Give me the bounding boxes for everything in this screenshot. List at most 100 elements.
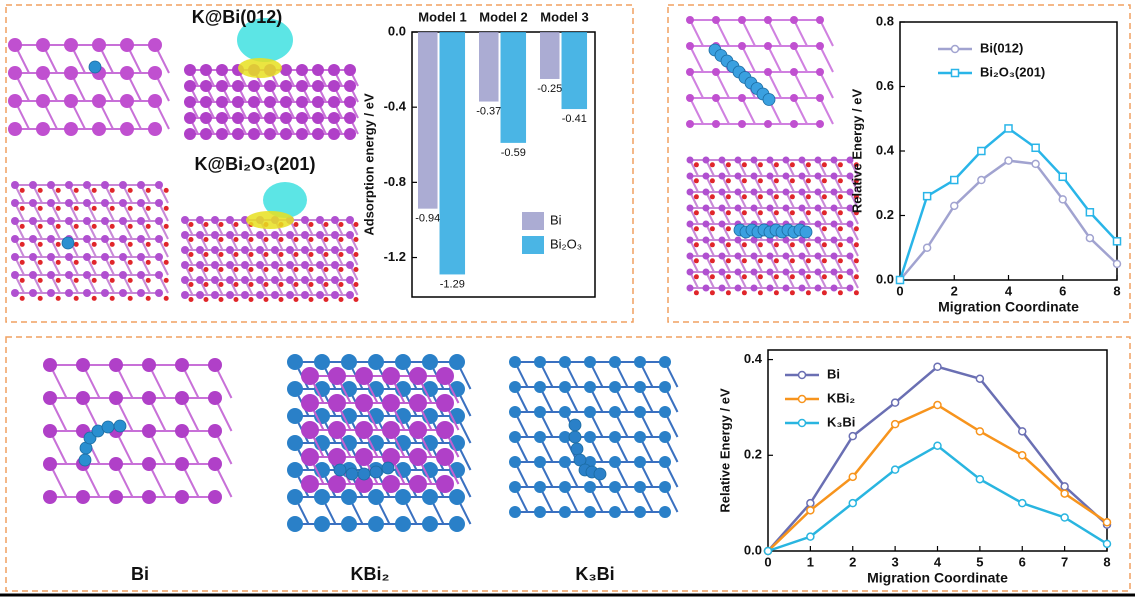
atom [805, 162, 811, 168]
atom [534, 431, 546, 443]
atom [119, 235, 127, 243]
atom [725, 258, 731, 264]
atom [559, 406, 571, 418]
atom [686, 42, 694, 50]
marker [890, 465, 900, 474]
atom [805, 274, 811, 280]
atom [47, 181, 55, 189]
atom [846, 172, 854, 180]
marker [890, 419, 900, 429]
atom [346, 291, 354, 299]
atom [29, 181, 37, 189]
bar [500, 32, 527, 143]
atom [200, 64, 212, 76]
atom [686, 252, 694, 260]
atom [750, 252, 758, 260]
atom [328, 96, 340, 108]
atom [534, 356, 546, 368]
atom [773, 178, 779, 184]
bond [793, 19, 808, 47]
atom [286, 291, 294, 299]
x-axis-label: Migration Coordinate [867, 570, 1008, 586]
atom [449, 489, 465, 505]
atom [155, 217, 163, 225]
atom [846, 188, 854, 196]
atom [718, 172, 726, 180]
atom [145, 205, 151, 211]
value-label: -0.59 [501, 147, 526, 159]
atom [37, 277, 43, 283]
atom [101, 271, 109, 279]
atom [120, 38, 134, 52]
atom [216, 128, 228, 140]
atom [789, 258, 795, 264]
atom [734, 156, 742, 164]
atom [47, 289, 55, 297]
atom [830, 284, 838, 292]
atom [686, 120, 694, 128]
value-label: -0.25 [537, 83, 562, 95]
bar [439, 32, 466, 275]
atom [208, 457, 222, 471]
atom [853, 242, 859, 248]
atom [101, 420, 115, 434]
value-label: -0.41 [562, 113, 587, 125]
atom [308, 237, 314, 242]
legend-marker [797, 418, 807, 428]
structures [8, 16, 859, 532]
atom [837, 226, 843, 232]
atom [725, 242, 731, 248]
atom [750, 268, 758, 276]
atom [584, 431, 596, 443]
legend-marker [797, 394, 807, 404]
atom [263, 282, 269, 287]
atom [47, 217, 55, 225]
atom [790, 16, 798, 24]
y-tick-label: 0.0 [876, 271, 894, 286]
atom [573, 453, 587, 467]
bond [689, 45, 704, 73]
atom [559, 381, 571, 393]
atom [271, 261, 279, 269]
atom [757, 242, 763, 248]
atom [814, 284, 822, 292]
atom [333, 463, 347, 477]
atom [734, 236, 742, 244]
atom [36, 66, 50, 80]
atom [382, 367, 400, 385]
atom [422, 489, 438, 505]
atom [821, 242, 827, 248]
atom [766, 172, 774, 180]
atom [163, 205, 169, 211]
atom [355, 448, 373, 466]
legend-label: Bi [550, 212, 562, 227]
atom [203, 267, 209, 272]
atom [286, 231, 294, 239]
atom [353, 267, 359, 272]
atom [203, 222, 209, 227]
atom [609, 481, 621, 493]
atom [196, 276, 204, 284]
atom [175, 424, 189, 438]
atom [409, 394, 427, 412]
atom [702, 188, 710, 196]
bond [767, 45, 782, 73]
marker [1031, 143, 1040, 153]
atom [734, 252, 742, 260]
atom [8, 94, 22, 108]
atom [368, 516, 384, 532]
atom [109, 391, 123, 405]
bar [418, 32, 438, 209]
marker [848, 472, 857, 482]
structure-label: Bi [131, 564, 149, 584]
atom [798, 188, 806, 196]
atom [316, 231, 324, 239]
atom [798, 284, 806, 292]
atom [232, 80, 244, 92]
atom [188, 252, 194, 257]
atom [570, 442, 584, 456]
legend-label: Bi [827, 366, 840, 381]
atom [584, 356, 596, 368]
atom [725, 290, 731, 296]
atom [11, 199, 19, 207]
